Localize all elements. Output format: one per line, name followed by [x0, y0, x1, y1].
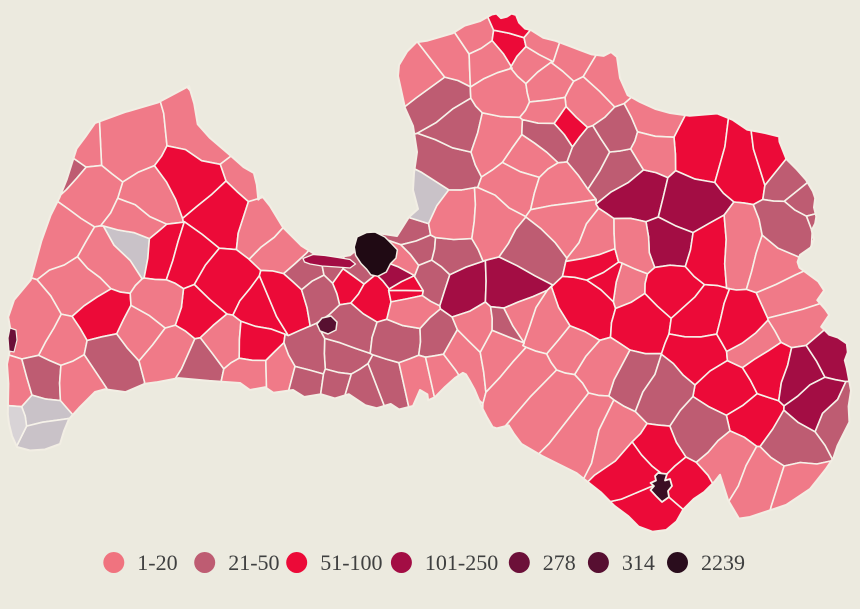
svg-text:1-20: 1-20: [137, 550, 177, 575]
svg-text:21-50: 21-50: [228, 550, 279, 575]
svg-text:278: 278: [543, 550, 576, 575]
svg-text:314: 314: [622, 550, 655, 575]
svg-text:51-100: 51-100: [320, 550, 382, 575]
svg-text:101-250: 101-250: [425, 550, 498, 575]
svg-text:2239: 2239: [701, 550, 745, 575]
